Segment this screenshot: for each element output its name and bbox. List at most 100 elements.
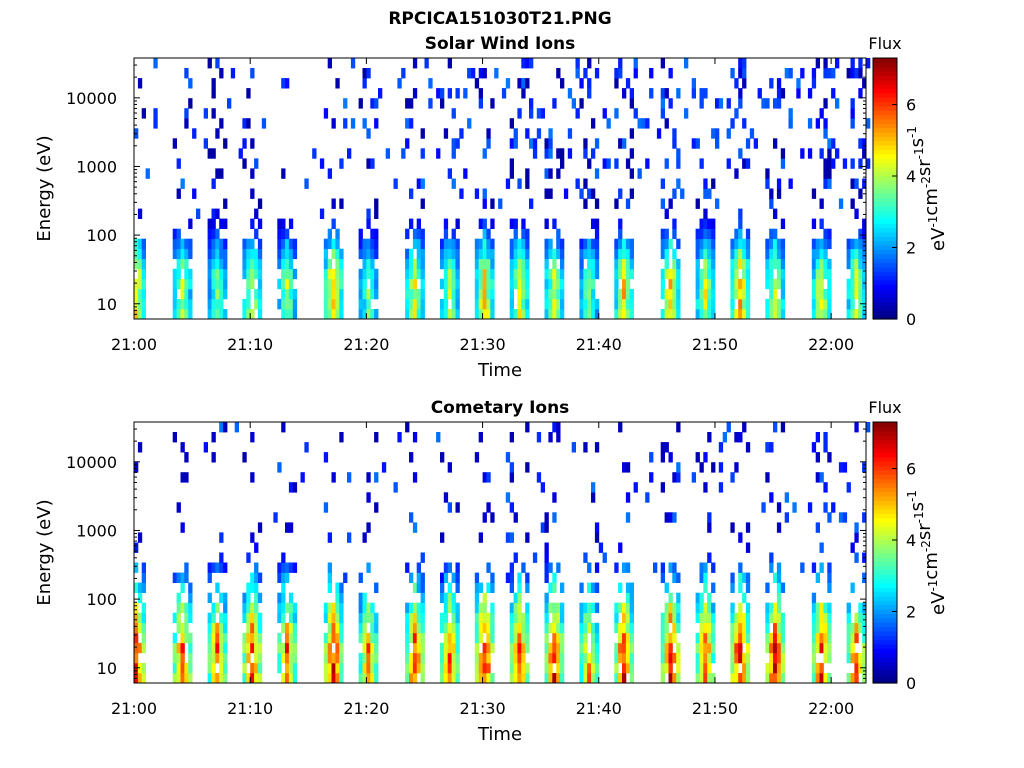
flux-cell — [579, 268, 584, 280]
flux-cell — [776, 278, 782, 290]
flux-cell — [219, 652, 224, 664]
flux-cell — [525, 258, 530, 270]
flux-cell — [141, 108, 146, 119]
flux-cell — [405, 632, 410, 644]
flux-cell — [695, 288, 700, 300]
flux-cell — [525, 673, 530, 684]
flux-cell — [254, 268, 259, 280]
flux-cell — [409, 248, 414, 260]
flux-cell — [242, 632, 247, 644]
flux-cell — [521, 652, 526, 664]
flux-cell — [575, 68, 580, 79]
flux-cell — [331, 652, 336, 664]
flux-cell — [490, 632, 495, 644]
flux-cell — [622, 138, 627, 149]
flux-cell — [676, 298, 681, 310]
flux-cell — [660, 288, 665, 300]
flux-cell — [358, 572, 363, 583]
flux-cell — [331, 198, 336, 209]
flux-cell — [277, 592, 282, 604]
flux-cell — [835, 98, 840, 109]
flux-cell — [707, 673, 712, 684]
flux-cell — [676, 662, 681, 674]
flux-cell — [180, 258, 185, 270]
flux-cell — [482, 68, 487, 79]
flux-cell — [335, 298, 340, 310]
x-tick-label: 21:10 — [227, 335, 273, 354]
flux-cell — [246, 258, 251, 270]
flux-cell — [517, 602, 522, 614]
flux-cell — [823, 652, 828, 664]
flux-cell — [362, 673, 367, 684]
flux-cell — [525, 462, 530, 473]
flux-cell — [478, 662, 483, 674]
flux-cell — [815, 288, 820, 300]
flux-cell — [548, 298, 553, 310]
flux-cell — [734, 248, 739, 260]
flux-cell — [215, 642, 220, 654]
flux-cell — [552, 248, 557, 260]
colorbar-segment — [873, 443, 897, 449]
flux-cell — [246, 288, 251, 300]
flux-cell — [509, 673, 514, 684]
flux-cell — [447, 58, 452, 69]
flux-cell — [521, 612, 526, 624]
flux-cell — [823, 502, 828, 513]
flux-cell — [699, 268, 704, 280]
flux-cell — [327, 288, 332, 300]
flux-cell — [846, 612, 851, 624]
flux-cell — [850, 278, 855, 290]
flux-cell — [715, 98, 720, 109]
flux-cell — [815, 662, 820, 674]
colorbar-segment — [873, 565, 897, 571]
flux-cell — [850, 622, 855, 634]
flux-cell — [172, 309, 177, 320]
flux-cell — [184, 622, 189, 634]
flux-cell — [769, 602, 774, 614]
flux-cell — [676, 622, 681, 634]
flux-cell — [668, 512, 673, 523]
flux-cell — [815, 258, 820, 270]
flux-cell — [773, 612, 778, 624]
flux-cell — [405, 288, 410, 300]
flux-cell — [339, 642, 344, 654]
flux-cell — [242, 138, 247, 149]
flux-cell — [509, 662, 514, 674]
flux-cell — [815, 632, 820, 644]
flux-cell — [513, 652, 518, 664]
flux-cell — [246, 278, 251, 290]
flux-cell — [629, 128, 634, 139]
flux-cell — [711, 602, 716, 614]
flux-cell — [277, 462, 282, 473]
flux-cell — [846, 298, 851, 310]
flux-cell — [366, 218, 371, 229]
colorbar-segment — [873, 197, 897, 203]
flux-cell — [738, 288, 743, 300]
flux-cell — [815, 622, 820, 634]
flux-cell — [815, 452, 820, 463]
flux-cell — [815, 118, 820, 129]
flux-cell — [556, 622, 561, 634]
flux-cell — [486, 662, 491, 674]
flux-cell — [409, 309, 414, 320]
flux-cell — [141, 632, 146, 644]
flux-cell — [207, 642, 212, 654]
flux-cell — [358, 632, 363, 644]
flux-cell — [513, 512, 518, 523]
colorbar-segment — [873, 526, 897, 532]
flux-cell — [490, 238, 495, 250]
flux-cell — [811, 278, 817, 290]
flux-cell — [405, 298, 410, 310]
flux-cell — [134, 602, 139, 614]
flux-cell — [614, 278, 619, 290]
flux-cell — [211, 632, 216, 644]
flux-cell — [443, 662, 449, 674]
flux-cell — [846, 68, 851, 79]
flux-cell — [769, 309, 774, 320]
flux-cell — [734, 78, 739, 89]
flux-cell — [773, 642, 778, 654]
flux-cell — [145, 168, 150, 179]
flux-cell — [292, 482, 298, 493]
flux-cell — [591, 642, 596, 654]
flux-cell — [629, 248, 634, 260]
